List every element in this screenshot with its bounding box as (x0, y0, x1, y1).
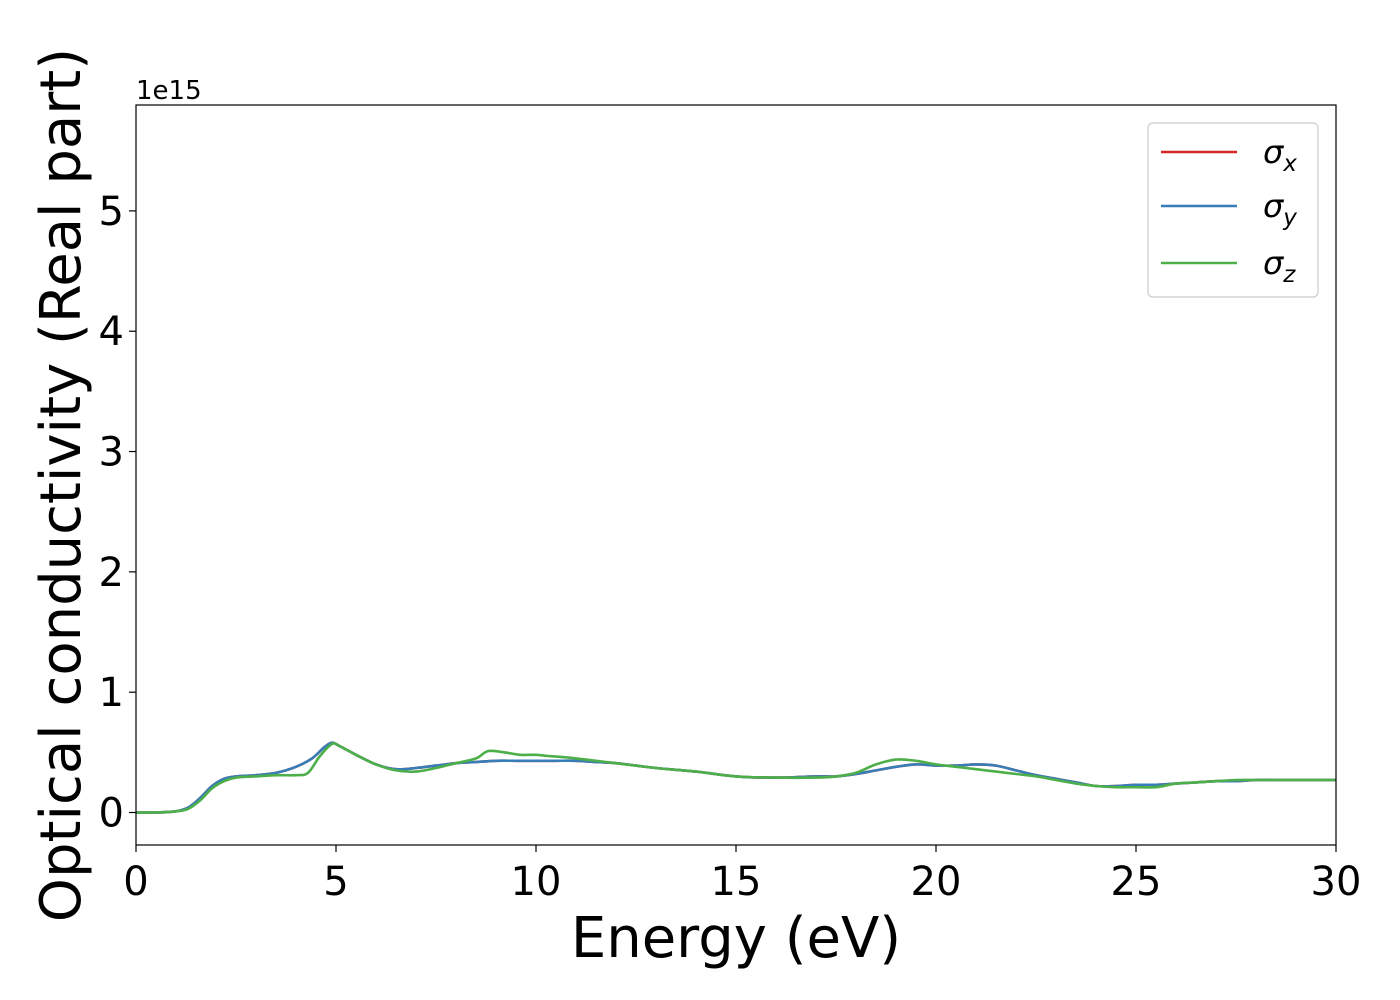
x-axis-label: Energy (eV) (571, 906, 901, 971)
legend-label-y: σy (1263, 187, 1297, 231)
y-tick-label: 3 (99, 430, 124, 476)
x-tick-label: 30 (1311, 859, 1362, 905)
legend-subscript: z (1282, 262, 1296, 288)
y-axis-label: Optical conductivity (Real part) (29, 48, 94, 922)
y-tick-label: 4 (99, 309, 124, 355)
x-tick-label: 0 (123, 859, 148, 905)
y-axis: 0 1 2 3 4 5 (99, 189, 136, 837)
legend-symbol: σ (1263, 133, 1285, 171)
x-tick-label: 25 (1111, 859, 1162, 905)
y-tick-label: 5 (99, 189, 124, 235)
legend-subscript: y (1282, 205, 1297, 231)
x-tick-label: 5 (323, 859, 348, 905)
series-layer (135, 741, 1336, 814)
x-tick-label: 20 (911, 859, 962, 905)
y-tick-label: 0 (99, 791, 124, 837)
legend-symbol: σ (1263, 244, 1285, 282)
legend-subscript: x (1282, 151, 1297, 177)
x-tick-label: 10 (511, 859, 562, 905)
legend-box (1147, 122, 1319, 298)
y-tick-label: 1 (99, 670, 124, 716)
y-offset-label: 1e15 (136, 76, 202, 106)
series-line-z (135, 742, 1336, 814)
legend-label-x: σx (1263, 133, 1297, 177)
legend-symbol: σ (1263, 187, 1285, 225)
x-tick-label: 15 (711, 859, 762, 905)
legend-label-z: σz (1263, 244, 1296, 288)
x-axis: 0 5 10 15 20 25 30 (123, 845, 1361, 905)
y-tick-label: 2 (99, 550, 124, 596)
